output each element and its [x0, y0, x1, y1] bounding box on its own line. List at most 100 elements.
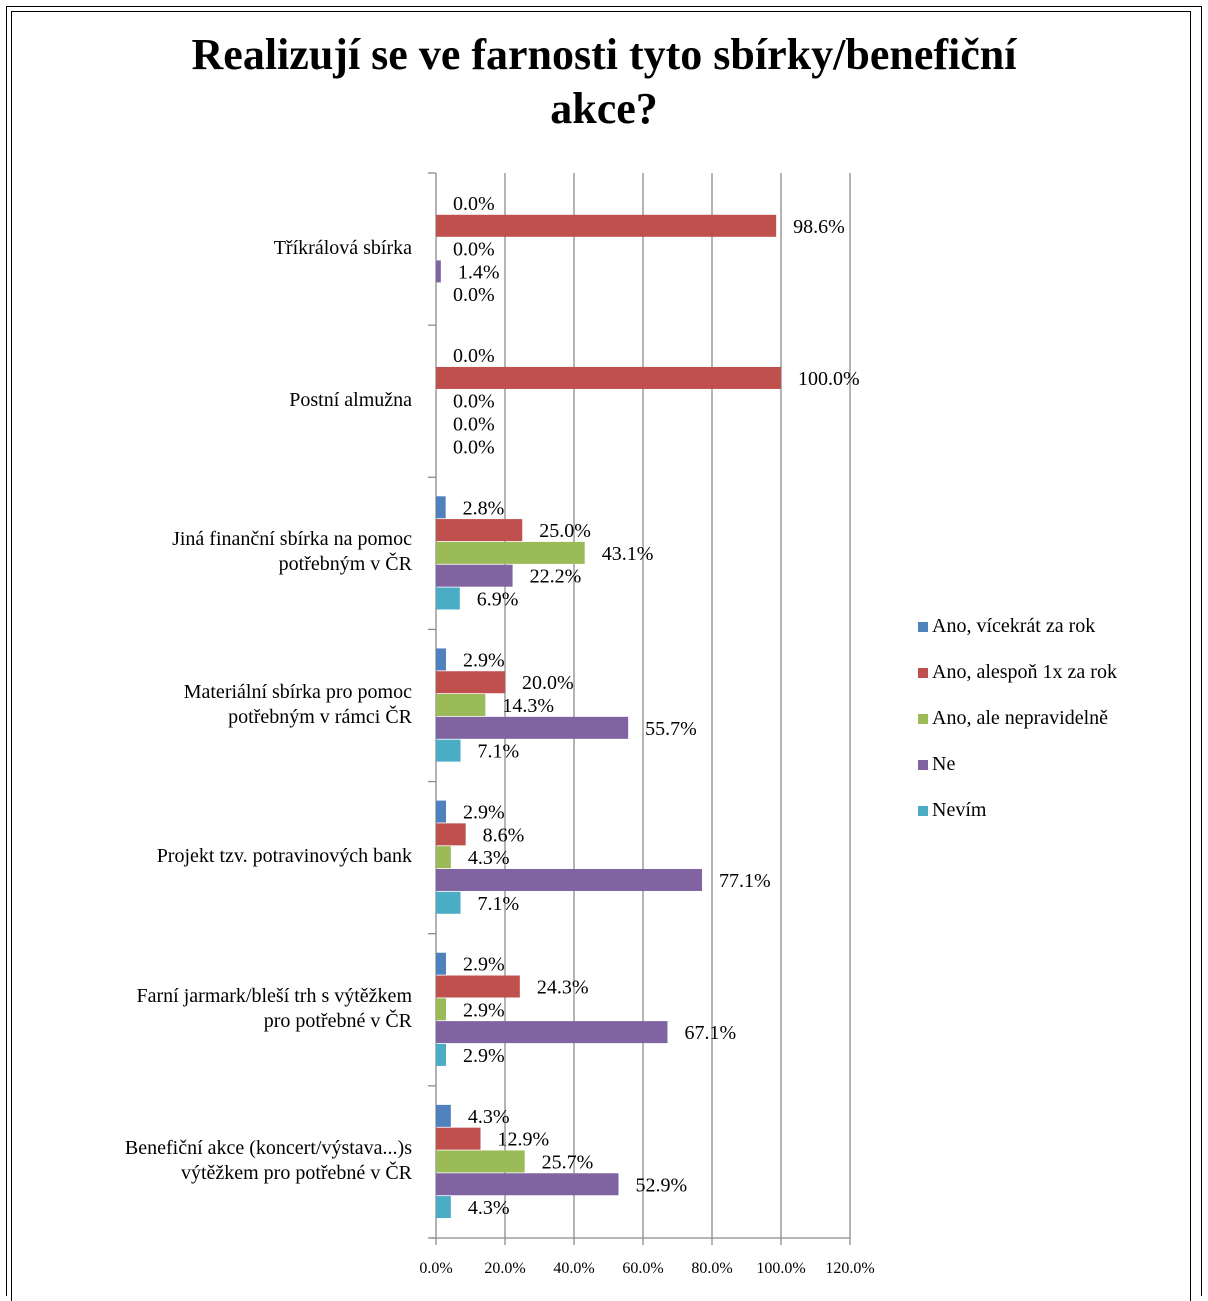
- bar: [436, 1150, 525, 1173]
- data-label: 22.2%: [530, 566, 582, 588]
- category-label-line: potřebným v rámci ČR: [228, 705, 412, 728]
- bar: [436, 975, 520, 998]
- bar: [436, 214, 777, 237]
- data-label: 100.0%: [798, 368, 860, 390]
- bar: [436, 260, 441, 283]
- inner-frame: [11, 11, 1191, 1301]
- data-label: 0.0%: [453, 391, 495, 413]
- bar: [436, 998, 447, 1021]
- category-label-line: výtěžkem pro potřebné v ČR: [180, 1161, 412, 1184]
- data-label: 1.4%: [458, 261, 500, 283]
- category-label-line: potřebným v ČR: [278, 553, 412, 576]
- category-label-line: Materiální sbírka pro pomoc: [183, 680, 412, 703]
- bar: [436, 648, 447, 671]
- data-label: 0.0%: [453, 193, 495, 215]
- bar: [436, 1127, 481, 1150]
- category-label: Postní almužna: [12, 388, 412, 413]
- legend-label: Ne: [932, 753, 956, 775]
- data-label: 98.6%: [793, 216, 845, 238]
- x-tick-label: 40.0%: [553, 1260, 594, 1277]
- legend-swatch: [918, 806, 928, 816]
- category-label-line: pro potřebné v ČR: [263, 1009, 412, 1032]
- data-label: 52.9%: [636, 1174, 688, 1196]
- data-label: 2.9%: [463, 954, 505, 976]
- x-tick-label: 0.0%: [419, 1260, 452, 1277]
- legend-item: Ano, ale nepravidelně: [918, 706, 1117, 752]
- data-label: 8.6%: [483, 824, 525, 846]
- bar: [436, 587, 460, 610]
- data-label: 2.9%: [463, 999, 505, 1021]
- data-label: 2.9%: [463, 802, 505, 824]
- data-label: 7.1%: [477, 741, 519, 763]
- chart-legend: Ano, vícekrát za rok Ano, alespoň 1x za r…: [918, 614, 1117, 844]
- legend-item: Ne: [918, 752, 1117, 798]
- x-tick-label: 60.0%: [622, 1260, 663, 1277]
- legend-item: Ano, vícekrát za rok: [918, 614, 1117, 660]
- bar: [436, 1196, 451, 1219]
- data-label: 4.3%: [468, 1197, 510, 1219]
- category-label-line: Tříkrálová sbírka: [273, 236, 412, 259]
- bar: [436, 541, 585, 564]
- data-label: 55.7%: [645, 718, 697, 740]
- legend-item: Nevím: [918, 798, 1117, 844]
- data-label: 6.9%: [477, 588, 519, 610]
- data-label: 0.0%: [453, 436, 495, 458]
- legend-swatch: [918, 714, 928, 724]
- bar: [436, 1021, 668, 1044]
- legend-item: Ano, alespoň 1x za rok: [918, 660, 1117, 706]
- data-label: 43.1%: [602, 543, 654, 565]
- legend-swatch: [918, 668, 928, 678]
- bar: [436, 868, 702, 891]
- bar: [436, 891, 461, 914]
- legend-label: Ano, vícekrát za rok: [932, 615, 1096, 637]
- category-label: Jiná finanční sbírka na pomoc potřebným v…: [12, 527, 412, 577]
- x-tick-label: 100.0%: [756, 1260, 805, 1277]
- data-label: 77.1%: [719, 870, 771, 892]
- chart-title: Realizují se ve farnosti tyto sbírky/ben…: [0, 28, 1208, 136]
- bar: [436, 823, 466, 846]
- legend-swatch: [918, 760, 928, 770]
- category-label: Projekt tzv. potravinových bank: [12, 844, 412, 869]
- chart-title-line-1: Realizují se ve farnosti tyto sbírky/ben…: [191, 30, 1017, 79]
- bar: [436, 1173, 619, 1196]
- data-label: 14.3%: [502, 695, 554, 717]
- data-label: 2.9%: [463, 1045, 505, 1067]
- bar: [436, 739, 461, 762]
- bar: [436, 846, 451, 869]
- bar: [436, 496, 446, 519]
- data-label: 67.1%: [684, 1022, 736, 1044]
- bar: [436, 716, 629, 739]
- category-label: Farní jarmark/bleší trh s výtěžkem pro po…: [12, 984, 412, 1034]
- legend-label: Ano, alespoň 1x za rok: [932, 661, 1117, 683]
- legend-swatch: [918, 622, 928, 632]
- bar: [436, 1043, 447, 1066]
- data-label: 0.0%: [453, 239, 495, 261]
- data-label: 24.3%: [537, 977, 589, 999]
- data-label: 2.9%: [463, 649, 505, 671]
- legend-label: Ano, ale nepravidelně: [932, 707, 1109, 729]
- category-label: Benefiční akce (koncert/výstava...)s výtě…: [12, 1136, 412, 1186]
- data-label: 0.0%: [453, 414, 495, 436]
- category-label-line: Postní almužna: [289, 388, 412, 411]
- bar: [436, 694, 486, 717]
- bar: [436, 952, 447, 975]
- category-label-line: Benefiční akce (koncert/výstava...)s: [124, 1136, 412, 1159]
- category-label: Materiální sbírka pro pomoc potřebným v r…: [12, 680, 412, 730]
- category-label-line: Farní jarmark/bleší trh s výtěžkem: [136, 984, 412, 1007]
- data-label: 7.1%: [477, 893, 519, 915]
- legend-label: Nevím: [932, 799, 987, 821]
- data-label: 0.0%: [453, 284, 495, 306]
- category-label: Tříkrálová sbírka: [12, 236, 412, 261]
- bar: [436, 800, 447, 823]
- data-label: 0.0%: [453, 345, 495, 367]
- chart-title-line-2: akce?: [550, 84, 658, 133]
- data-label: 12.9%: [498, 1129, 550, 1151]
- data-label: 4.3%: [468, 847, 510, 869]
- bar: [436, 671, 505, 694]
- x-tick-label: 120.0%: [825, 1260, 874, 1277]
- bar: [436, 366, 781, 389]
- data-label: 2.8%: [463, 497, 505, 519]
- category-label-line: Jiná finanční sbírka na pomoc: [172, 528, 412, 551]
- category-label-line: Projekt tzv. potravinových bank: [156, 845, 412, 868]
